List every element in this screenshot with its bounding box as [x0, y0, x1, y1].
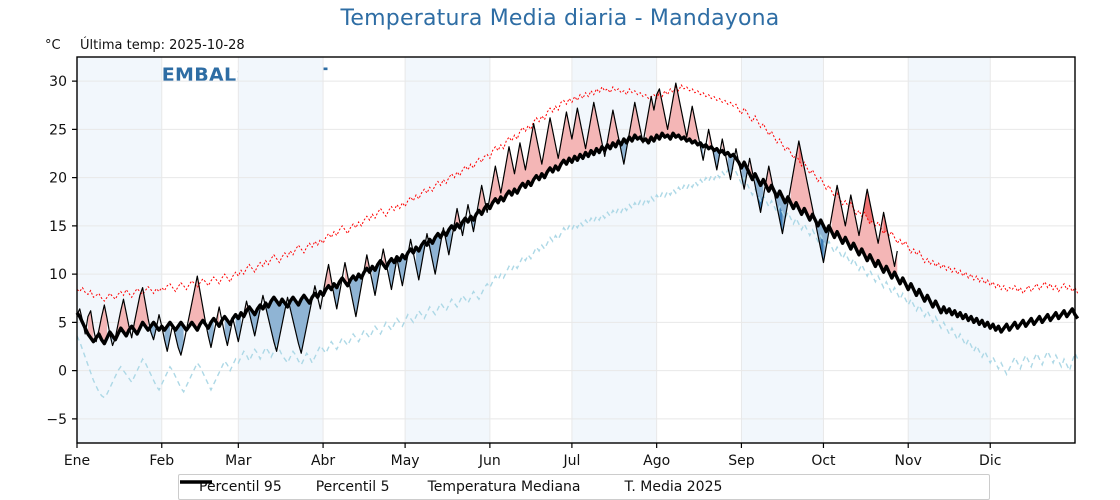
x-tick-label: Dic — [979, 453, 1001, 469]
series-percentil-95 — [76, 83, 1079, 302]
legend-label: Percentil 5 — [315, 479, 390, 495]
warm-anomaly-fill — [607, 110, 619, 149]
month-band — [908, 57, 991, 443]
legend-label: T. Media 2025 — [624, 479, 723, 495]
y-tick-label: 5 — [58, 315, 67, 331]
x-tick-label: Ene — [64, 453, 90, 469]
legend-label: Percentil 95 — [199, 479, 282, 495]
series-percentil-5 — [76, 166, 1079, 399]
cold-anomaly-fill — [372, 260, 381, 296]
y-tick-label: −5 — [46, 412, 67, 428]
cold-anomaly-fill — [175, 322, 184, 356]
extreme-cold-fill — [779, 206, 783, 234]
legend-item-temperatura-mediana[interactable]: Temperatura Mediana — [180, 475, 581, 499]
x-tick-label: Feb — [149, 453, 174, 469]
warm-anomaly-fill — [831, 185, 898, 278]
warm-anomaly-fill — [189, 276, 206, 331]
extreme-warm-fill — [864, 189, 873, 224]
page-title: Temperatura Media diaria - Mandayona — [340, 6, 780, 31]
last-temp-label: Última temp: 2025-10-28 — [80, 38, 245, 53]
warm-anomaly-fill — [790, 140, 813, 221]
x-tick-label: Abr — [311, 453, 335, 469]
x-tick-label: Jul — [562, 453, 580, 469]
y-tick-label: 15 — [49, 219, 67, 235]
extreme-cold-fill — [820, 235, 824, 263]
x-tick-label: Ago — [643, 453, 670, 469]
y-tick-label: 25 — [49, 122, 67, 138]
y-tick-label: 0 — [58, 364, 67, 380]
month-band — [238, 57, 324, 443]
cold-anomaly-fill — [265, 297, 285, 352]
y-tick-label: 20 — [49, 171, 67, 187]
cold-anomaly-fill — [714, 148, 720, 170]
x-tick-label: Sep — [728, 453, 755, 469]
series-t-media-2025 — [76, 82, 898, 356]
legend-item-t-media-2025[interactable]: T. Media 2025 — [180, 475, 723, 499]
x-tick-label: Jun — [478, 453, 501, 469]
y-tick-label: 10 — [49, 267, 67, 283]
x-tick-label: Mar — [225, 453, 252, 469]
x-tick-label: Nov — [895, 453, 922, 469]
legend-label: Temperatura Mediana — [427, 479, 581, 495]
month-band — [77, 57, 162, 443]
chart-legend: Percentil 95 Percentil 5 Temperatura Media… — [178, 474, 990, 500]
cold-anomaly-fill — [350, 274, 362, 317]
warm-anomaly-fill — [629, 102, 641, 141]
x-tick-label: May — [391, 453, 420, 469]
y-tick-label: 30 — [49, 74, 67, 90]
warm-anomaly-fill — [98, 305, 108, 344]
cold-anomaly-fill — [290, 295, 313, 354]
plot-frame — [76, 56, 1076, 444]
month-band — [741, 57, 824, 443]
x-tick-label: Oct — [811, 453, 836, 469]
legend-item-percentil-5[interactable]: Percentil 5 — [180, 475, 390, 499]
y-axis-unit-label: °C — [45, 38, 61, 53]
legend-line-swatch — [180, 481, 212, 483]
